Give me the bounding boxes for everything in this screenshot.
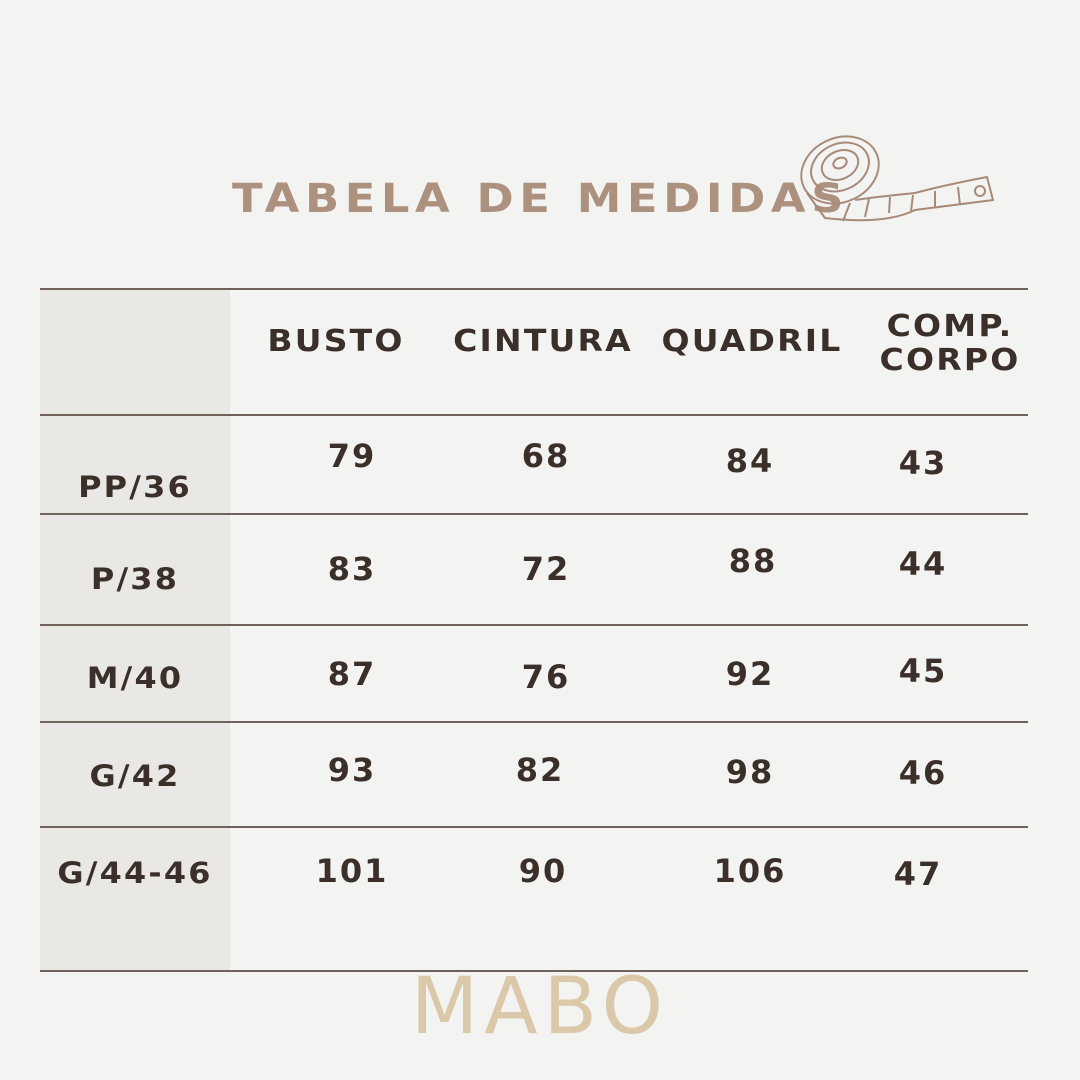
table-cell: 84 <box>725 442 775 480</box>
size-label: M/40 <box>86 661 184 695</box>
size-label: G/44-46 <box>57 856 213 890</box>
table-cell: 44 <box>898 545 948 583</box>
table-cell: 93 <box>327 751 377 789</box>
divider <box>40 721 1028 723</box>
divider <box>40 624 1028 626</box>
table-cell: 47 <box>893 855 943 893</box>
brand-logo: MABO <box>410 962 670 1052</box>
table-cell: 43 <box>898 444 948 482</box>
table-cell: 101 <box>315 852 389 890</box>
table-cell: 72 <box>521 550 571 588</box>
measuring-tape-icon <box>800 135 995 222</box>
table-cell: 45 <box>898 652 948 690</box>
divider <box>40 414 1028 416</box>
table-cell: 88 <box>728 542 778 580</box>
table-cell: 83 <box>327 550 377 588</box>
header-comp-line1: COMP. <box>886 309 1014 344</box>
table-cell: 98 <box>725 753 775 791</box>
header-comp-corpo: COMP. CORPO <box>840 310 1060 378</box>
table-cell: 79 <box>327 437 377 475</box>
header-quadril: QUADRIL <box>661 324 843 359</box>
header-comp-line2: CORPO <box>879 343 1021 378</box>
table-cell: 46 <box>898 754 948 792</box>
divider <box>40 826 1028 828</box>
size-label: PP/36 <box>78 470 192 504</box>
table-cell: 106 <box>713 852 787 890</box>
table-cell: 76 <box>521 658 571 696</box>
size-label: P/38 <box>90 562 180 596</box>
header-busto: BUSTO <box>267 324 405 359</box>
divider <box>40 513 1028 515</box>
table-cell: 92 <box>725 655 775 693</box>
table-cell: 90 <box>518 852 568 890</box>
size-label: G/42 <box>89 759 181 793</box>
divider <box>40 288 1028 290</box>
table-cell: 68 <box>521 437 571 475</box>
divider <box>40 970 1028 972</box>
table-cell: 87 <box>327 655 377 693</box>
table-cell: 82 <box>515 751 565 789</box>
page-title: TABELA DE MEDIDAS <box>232 176 850 222</box>
header-cintura: CINTURA <box>453 324 633 359</box>
size-label-column <box>40 289 230 971</box>
